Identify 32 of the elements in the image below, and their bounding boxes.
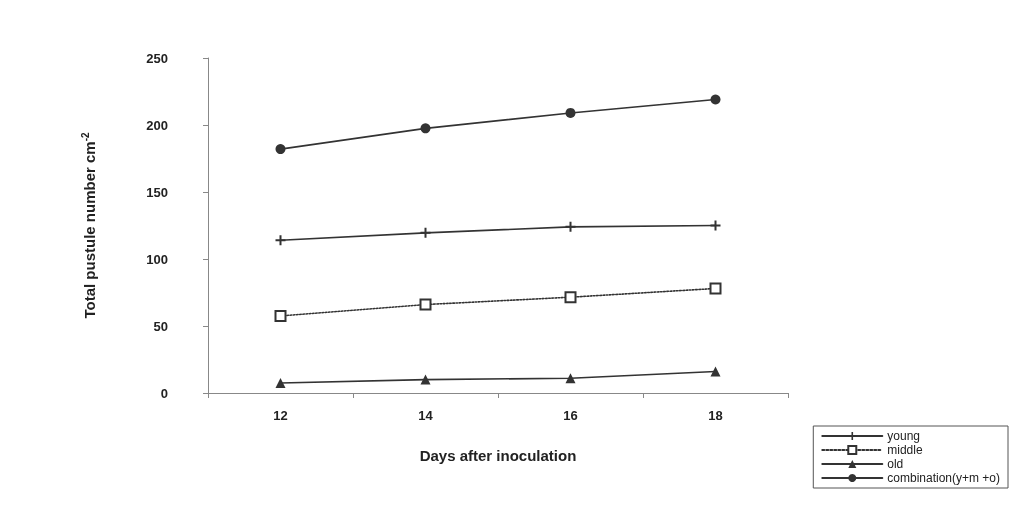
x-tick-label: 16 — [563, 408, 578, 423]
point — [709, 282, 722, 295]
legend-label: middle — [887, 443, 923, 457]
x-tick-label: 18 — [708, 408, 723, 423]
point — [565, 373, 576, 384]
y-tick-label: 150 — [146, 184, 168, 200]
point — [564, 291, 577, 304]
point — [275, 144, 286, 155]
point — [565, 107, 576, 118]
point — [420, 374, 431, 385]
x-tick-label: 12 — [273, 408, 288, 423]
point — [565, 221, 576, 232]
point — [419, 298, 432, 311]
x-tick-label: 14 — [418, 408, 434, 423]
y-tick-label: 200 — [146, 117, 168, 133]
y-axis-title: Total pustule number cm-2 — [79, 132, 98, 319]
y-tick-label: 50 — [153, 318, 168, 334]
point — [710, 366, 721, 377]
y-tick-label: 100 — [146, 251, 168, 267]
legend-label: combination(y+m +o) — [887, 471, 1000, 485]
legend-label: old — [887, 457, 904, 471]
point — [420, 123, 431, 134]
point — [275, 235, 286, 246]
point — [710, 94, 721, 105]
y-tick-label: 0 — [160, 385, 168, 401]
point — [274, 309, 287, 322]
x-axis-title: Days after inoculation — [419, 447, 577, 464]
point — [275, 377, 286, 388]
point — [420, 227, 431, 238]
legend-label: young — [887, 429, 920, 443]
point — [710, 220, 721, 231]
y-tick-label: 250 — [146, 50, 168, 66]
